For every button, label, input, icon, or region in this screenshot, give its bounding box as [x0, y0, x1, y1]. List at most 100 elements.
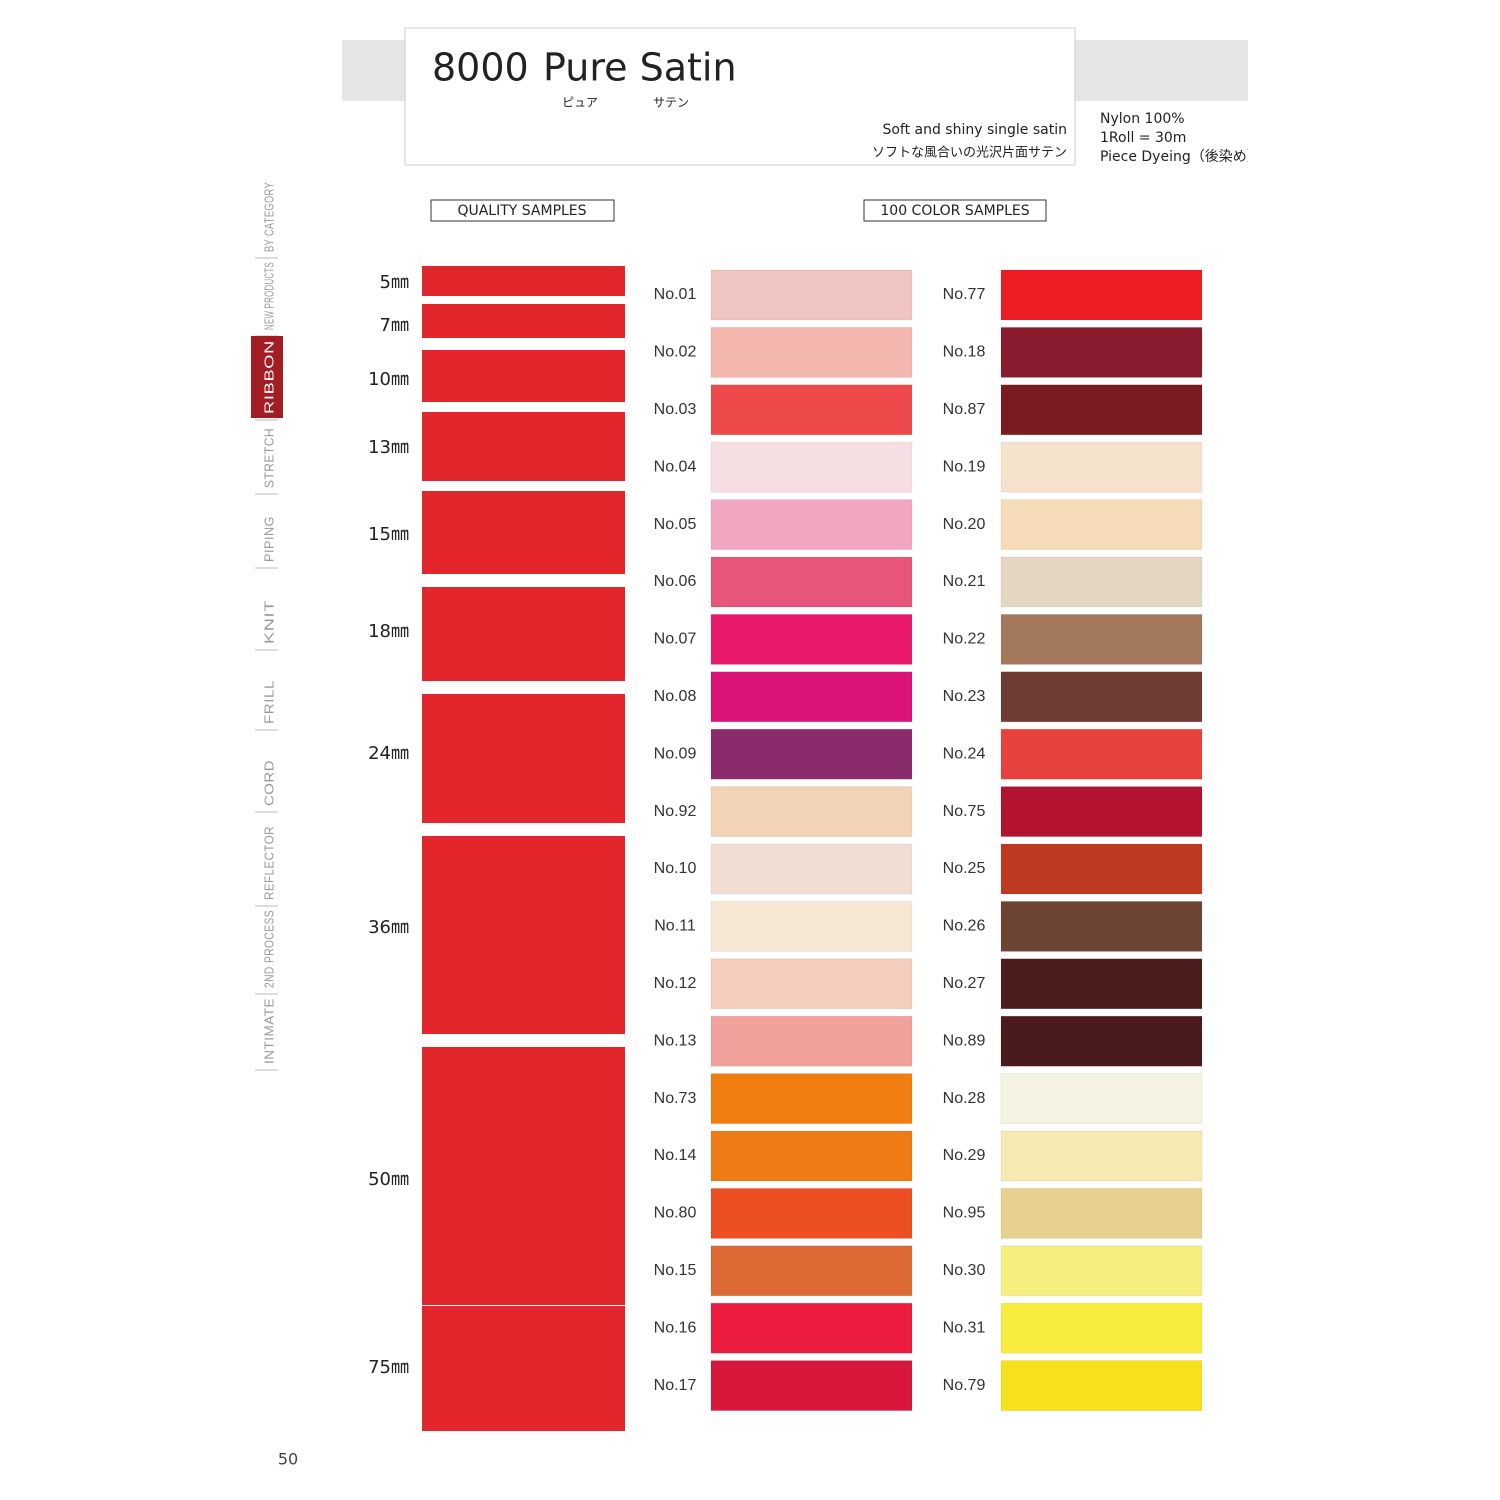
- color-swatch: [710, 1187, 913, 1239]
- nav-item: CORD: [261, 760, 276, 806]
- product-code: 8000: [432, 46, 529, 90]
- nav-item: RIBBON: [261, 340, 276, 414]
- color-swatch: [1000, 613, 1203, 665]
- color-label: No.15: [654, 1262, 697, 1279]
- color-label: No.73: [654, 1090, 697, 1107]
- size-label: 7㎜: [380, 315, 409, 336]
- color-label: No.23: [943, 688, 986, 705]
- spec: Piece Dyeing（後染め）: [1100, 149, 1261, 165]
- color-label: No.09: [654, 745, 697, 762]
- color-swatch: [1000, 499, 1203, 551]
- quality-swatch: [422, 304, 625, 338]
- color-label: No.04: [654, 458, 697, 475]
- color-label: No.13: [654, 1032, 697, 1049]
- color-swatch: [710, 269, 913, 321]
- quality-swatch: [422, 587, 625, 681]
- color-swatch: [710, 384, 913, 436]
- size-label: 10㎜: [368, 369, 409, 390]
- color-label: No.10: [654, 860, 697, 877]
- color-swatch: [1000, 671, 1203, 723]
- color-swatch: [710, 1073, 913, 1125]
- color-label: No.16: [654, 1319, 697, 1336]
- color-label: No.07: [654, 631, 697, 648]
- color-label: No.08: [654, 688, 697, 705]
- color-label: No.87: [943, 401, 986, 418]
- color-swatch: [1000, 786, 1203, 838]
- color-label: No.75: [943, 803, 986, 820]
- color-swatch: [710, 441, 913, 493]
- quality-swatch: [422, 1047, 625, 1305]
- color-label: No.80: [654, 1205, 697, 1222]
- color-label: No.12: [654, 975, 697, 992]
- color-label: No.92: [654, 803, 697, 820]
- color-label: No.27: [943, 975, 986, 992]
- nav-item: KNIT: [261, 600, 276, 644]
- size-label: 5㎜: [380, 272, 409, 293]
- quality-swatch: [422, 412, 625, 481]
- description: ソフトな風合いの光沢片面サテン: [872, 146, 1067, 161]
- quality-swatch: [422, 266, 625, 296]
- color-label: No.77: [943, 286, 986, 303]
- color-label: No.95: [943, 1205, 986, 1222]
- color-swatch: [1000, 728, 1203, 780]
- quality-swatch: [422, 1306, 625, 1431]
- nav-item: STRETCH: [261, 428, 276, 488]
- color-label: No.31: [943, 1319, 986, 1336]
- color-swatch: [1000, 269, 1203, 321]
- section-box: [430, 199, 615, 222]
- color-swatch: [710, 499, 913, 551]
- header-box: [404, 27, 1076, 166]
- quality-swatch: [422, 350, 625, 402]
- ruby: サテン: [653, 96, 689, 110]
- color-swatch: [1000, 1360, 1203, 1412]
- color-swatch: [710, 556, 913, 608]
- color-swatch: [710, 728, 913, 780]
- size-label: 75㎜: [368, 1357, 409, 1378]
- nav-item: INTIMATE: [261, 998, 276, 1064]
- size-label: 18㎜: [368, 621, 409, 642]
- color-swatch: [710, 958, 913, 1010]
- product-name: Pure Satin: [543, 46, 737, 90]
- color-swatch: [1000, 441, 1203, 493]
- color-label: No.02: [654, 344, 697, 361]
- color-swatch: [710, 1015, 913, 1067]
- color-label: No.28: [943, 1090, 986, 1107]
- color-swatch: [1000, 1130, 1203, 1182]
- nav-item: FRILL: [261, 680, 276, 724]
- color-swatch: [1000, 1245, 1203, 1297]
- nav-item: REFLECTOR: [261, 826, 276, 900]
- color-swatch: [710, 1302, 913, 1354]
- color-label: No.89: [943, 1032, 986, 1049]
- color-swatch: [710, 900, 913, 952]
- size-label: 24㎜: [368, 743, 409, 764]
- color-swatch: [1000, 326, 1203, 378]
- size-label: 13㎜: [368, 437, 409, 458]
- color-swatch: [710, 613, 913, 665]
- color-label: No.24: [943, 745, 986, 762]
- color-swatch: [710, 843, 913, 895]
- quality-swatch: [422, 836, 625, 1034]
- color-label: No.30: [943, 1262, 986, 1279]
- section-label: QUALITY SAMPLES: [457, 203, 586, 219]
- ruby: ピュア: [562, 96, 598, 110]
- page-number: 50: [278, 1450, 298, 1469]
- color-swatch: [1000, 958, 1203, 1010]
- section-box: [863, 199, 1047, 222]
- color-label: No.26: [943, 918, 986, 935]
- color-swatch: [710, 786, 913, 838]
- color-swatch: [710, 1360, 913, 1412]
- description: Soft and shiny single satin: [882, 122, 1067, 138]
- color-label: No.22: [943, 631, 986, 648]
- color-label: No.19: [943, 458, 986, 475]
- color-swatch: [1000, 1187, 1203, 1239]
- color-swatch: [710, 1130, 913, 1182]
- color-label: No.25: [943, 860, 986, 877]
- color-label: No.29: [943, 1147, 986, 1164]
- size-label: 15㎜: [368, 524, 409, 545]
- color-label: No.18: [943, 344, 986, 361]
- color-label: No.20: [943, 516, 986, 533]
- section-label: 100 COLOR SAMPLES: [880, 203, 1029, 219]
- color-label: No.79: [943, 1377, 986, 1394]
- spec: Nylon 100%: [1100, 111, 1185, 127]
